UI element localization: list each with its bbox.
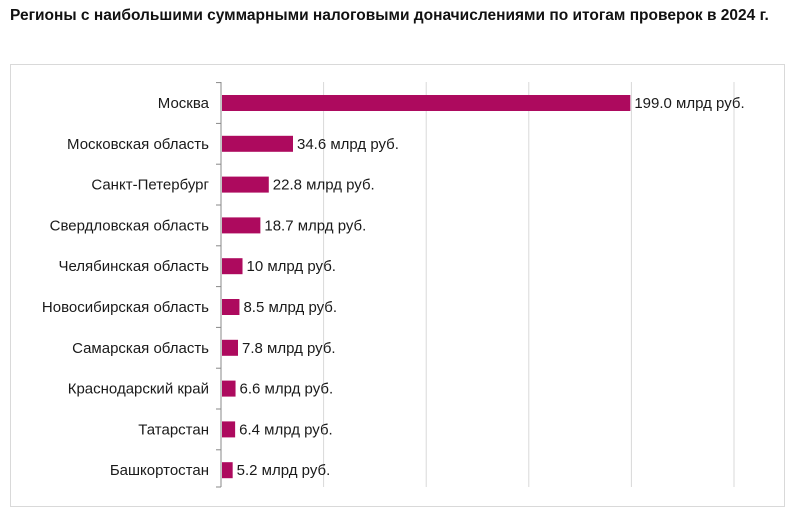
bar (222, 462, 233, 479)
bar (222, 421, 236, 438)
data-label: 22.8 млрд руб. (273, 177, 375, 194)
category-label: Самарская область (72, 340, 209, 357)
data-label: 10 млрд руб. (247, 258, 336, 275)
data-label: 34.6 млрд руб. (297, 136, 399, 153)
category-label: Свердловская область (50, 217, 210, 234)
bar (222, 299, 240, 315)
category-label: Татарстан (138, 421, 209, 438)
data-label: 18.7 млрд руб. (264, 217, 366, 234)
category-label: Краснодарский край (68, 381, 209, 398)
bar (222, 217, 261, 234)
data-label: 6.4 млрд руб. (239, 421, 333, 438)
bar (222, 339, 239, 356)
chart-area (10, 64, 785, 507)
bar (222, 258, 243, 275)
data-label: 7.8 млрд руб. (242, 340, 336, 357)
data-label: 199.0 млрд руб. (634, 95, 744, 112)
category-label: Московская область (67, 136, 209, 153)
category-label: Башкортостан (110, 462, 209, 479)
chart-title: Регионы с наибольшими суммарными налогов… (10, 7, 769, 24)
data-label: 5.2 млрд руб. (237, 462, 331, 479)
data-label: 8.5 млрд руб. (243, 299, 337, 316)
category-label: Москва (158, 95, 210, 112)
data-label: 6.6 млрд руб. (240, 381, 334, 398)
bar (222, 176, 269, 193)
category-label: Челябинская область (58, 258, 209, 275)
bar (222, 135, 293, 152)
category-label: Санкт-Петербург (91, 177, 209, 194)
category-label: Новосибирская область (42, 299, 209, 316)
bar (222, 380, 236, 397)
bar (222, 95, 631, 111)
